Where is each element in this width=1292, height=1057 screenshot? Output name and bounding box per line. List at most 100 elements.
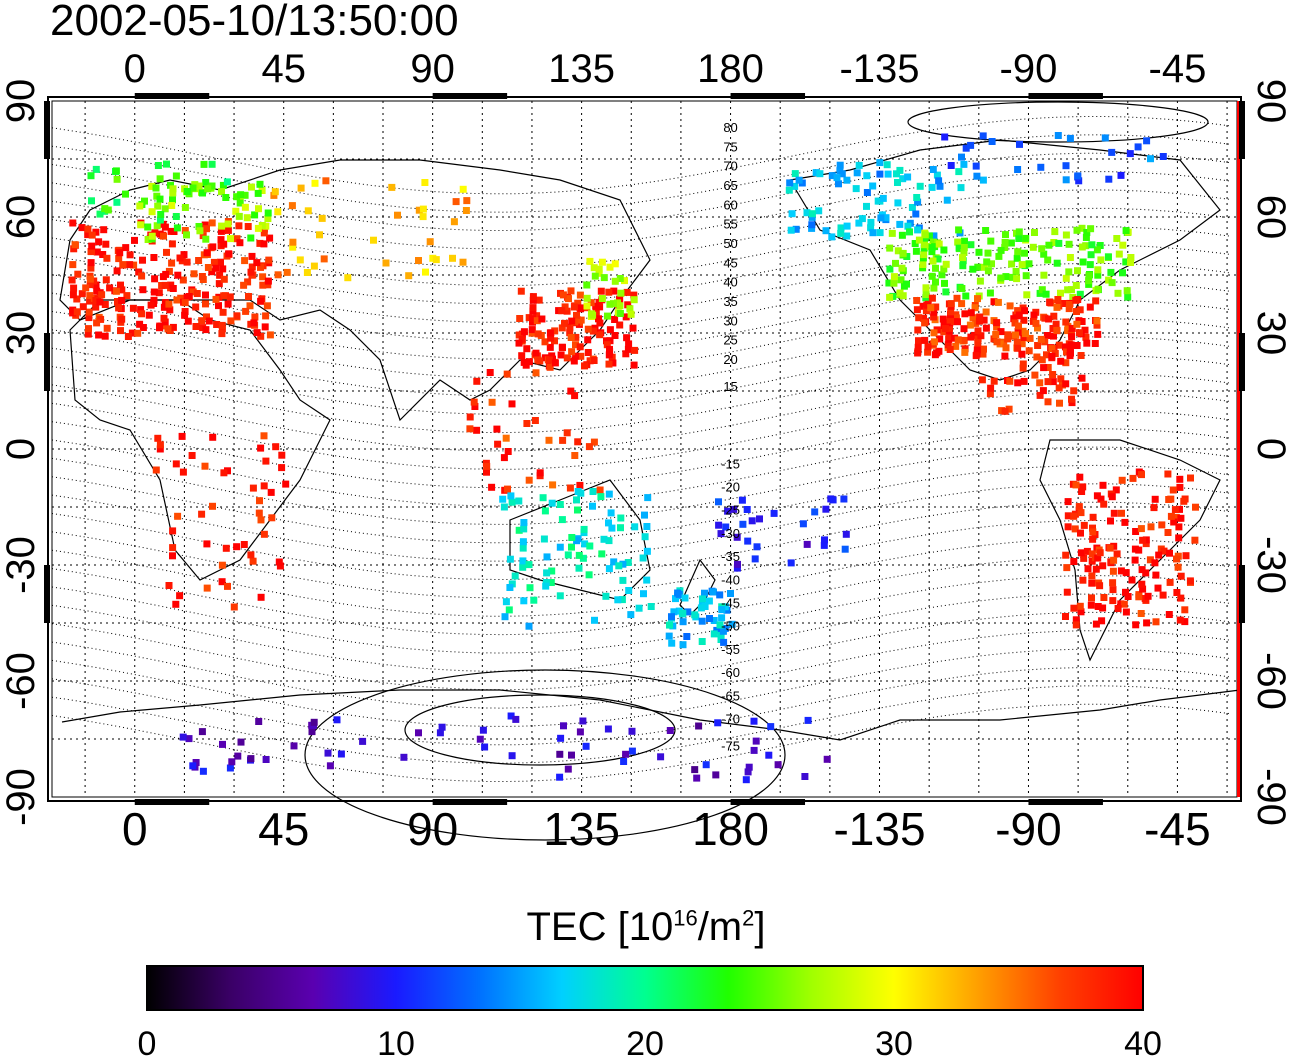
tec-cell-se-asia	[525, 476, 533, 484]
tec-cell-north-america-south	[1026, 334, 1034, 342]
tec-cell-north-america-south	[993, 319, 1001, 327]
tec-cell-south-america	[1079, 576, 1087, 584]
tec-cell-north-america-north	[962, 292, 970, 300]
tec-cell-south-america	[1062, 551, 1070, 559]
tec-cell-south-america	[1070, 558, 1078, 565]
tec-cell-north-america-south	[1014, 307, 1022, 315]
tec-cell-north-america-north	[925, 232, 933, 240]
tec-cell-north-america-north	[1114, 289, 1122, 297]
tec-cell-central-america	[1055, 384, 1063, 392]
bottom-lon-tick-label: -45	[1144, 803, 1210, 855]
tec-cell-new-zealand	[710, 630, 718, 638]
tec-cell-canada-arctic	[1066, 134, 1074, 142]
contour-label: 55	[723, 217, 737, 232]
tec-cell-australia	[499, 495, 507, 503]
tec-cell-alaska	[843, 176, 851, 184]
tec-cell-antarctica	[582, 742, 590, 750]
tec-cell-antarctica	[508, 752, 516, 760]
tec-cell-north-america-north	[1094, 266, 1102, 274]
tec-cell-east-asia	[584, 325, 592, 333]
tec-cell-north-america-north	[1082, 234, 1090, 241]
tec-cell-europe-north	[144, 223, 152, 231]
tec-cell-australia	[520, 519, 528, 526]
tec-cell-south-america	[1164, 529, 1172, 536]
tec-cell-south-america	[1181, 606, 1189, 614]
tec-cell-north-america-south	[927, 304, 935, 312]
tec-cell-japan	[595, 269, 603, 277]
tec-cell-africa	[179, 468, 187, 476]
tec-cell-central-america	[1036, 379, 1044, 387]
tec-cell-north-america-south	[1068, 324, 1076, 332]
tec-cell-new-zealand	[727, 590, 734, 597]
tec-cell-europe	[86, 297, 94, 305]
tec-cell-north-america-south	[915, 314, 923, 322]
tec-cell-north-america-north	[1009, 273, 1016, 281]
tec-cell-south-america	[1083, 547, 1091, 555]
tec-cell-antarctica	[262, 756, 270, 763]
tec-cell-east-asia	[523, 345, 531, 353]
tec-cell-central-america	[1062, 380, 1070, 388]
tec-cell-central-america	[1048, 352, 1056, 360]
tec-cell-europe	[160, 303, 168, 311]
tec-cell-south-america	[1138, 566, 1146, 574]
tec-cell-australia	[607, 509, 615, 517]
tec-cell-south-america	[1109, 586, 1117, 594]
right-lat-tick-label: 30	[1249, 311, 1292, 356]
tec-cell-australia	[568, 543, 575, 551]
tec-cell-europe	[244, 278, 252, 286]
tec-cell-australia	[526, 584, 534, 592]
tec-cell-antarctica	[333, 716, 341, 724]
tec-cell-south-america	[1094, 603, 1102, 610]
tec-cell-north-america-north	[960, 244, 968, 251]
tec-cell-australia	[635, 604, 643, 612]
tec-cell-south-america	[1077, 509, 1085, 517]
contour-label: 25	[723, 333, 737, 348]
tec-cell-europe	[189, 288, 197, 296]
left-lat-tick-label: 90	[0, 79, 43, 124]
tec-cell-north-america-south	[947, 308, 955, 316]
tec-cell-south-america	[1122, 569, 1130, 577]
tec-cell-north-america-north	[886, 293, 894, 301]
tec-cell-north-america-south	[992, 331, 1000, 338]
tec-cell-north-america-south	[1052, 320, 1060, 328]
tec-cell-central-america	[1044, 378, 1052, 386]
tec-cell-south-america	[1182, 552, 1190, 560]
tec-cell-north-america-north	[932, 264, 939, 272]
tec-cell-africa	[165, 582, 173, 589]
tec-cell-europe	[101, 301, 109, 308]
tec-cell-europe-north	[169, 189, 177, 197]
contour-pole-south	[404, 694, 676, 766]
tec-cell-europe	[124, 333, 132, 340]
tec-cell-new-zealand	[718, 614, 726, 622]
tec-cell-north-america-south	[1054, 296, 1062, 303]
tec-cell-central-america	[1038, 356, 1046, 364]
tec-cell-north-america-south	[954, 336, 962, 344]
tec-cell-north-america-north	[903, 253, 911, 260]
contour-label: -55	[721, 642, 740, 657]
tec-cell-europe	[86, 281, 94, 289]
tec-cell-north-america-south	[947, 300, 955, 308]
tec-cell-south-america	[1169, 486, 1177, 494]
tec-cell-scandinavia	[172, 172, 180, 180]
tec-cell-north-america-north	[984, 267, 992, 275]
tec-cell-north-america-north	[1087, 225, 1095, 233]
tec-cell-south-america	[1098, 617, 1106, 625]
tec-cell-east-asia	[558, 324, 566, 332]
tec-cell-canada-arctic	[1062, 176, 1070, 184]
tec-cell-alaska	[936, 182, 944, 190]
tec-cell-pacific	[715, 498, 722, 506]
tec-cell-alaska	[863, 189, 871, 196]
tec-cell-south-america	[1139, 536, 1147, 544]
tec-cell-south-america	[1092, 620, 1100, 628]
tec-cell-south-america	[1146, 556, 1154, 564]
tec-cell-europe	[168, 259, 176, 267]
right-lat-tick-label: 90	[1249, 79, 1292, 124]
tec-cell-east-asia	[528, 326, 536, 334]
tec-cell-south-america	[1139, 585, 1147, 593]
tec-cell-europe	[112, 287, 120, 295]
tec-cell-north-america-south	[1018, 340, 1026, 348]
tec-cell-antarctica	[560, 722, 567, 730]
tec-cell-east-asia	[630, 361, 638, 369]
tec-cell-australia	[625, 587, 633, 594]
tec-cell-south-america	[1159, 591, 1167, 599]
